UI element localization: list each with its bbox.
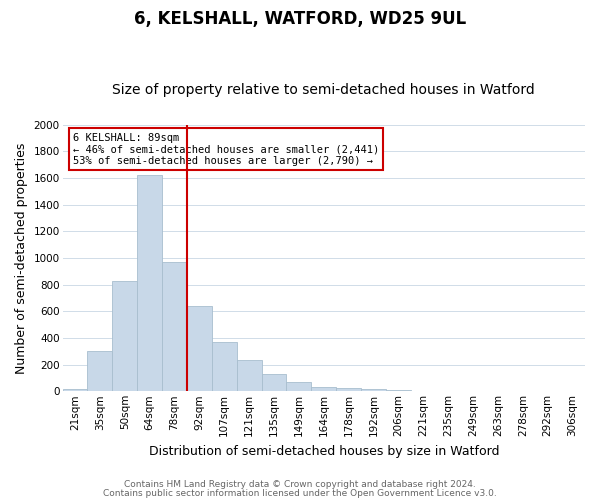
Text: Contains public sector information licensed under the Open Government Licence v3: Contains public sector information licen… — [103, 488, 497, 498]
Bar — [361, 388, 386, 392]
Bar — [112, 280, 137, 392]
Bar — [162, 262, 187, 392]
Bar — [187, 306, 212, 392]
Text: Contains HM Land Registry data © Crown copyright and database right 2024.: Contains HM Land Registry data © Crown c… — [124, 480, 476, 489]
Bar — [137, 175, 162, 392]
Bar — [237, 360, 262, 392]
Text: 6 KELSHALL: 89sqm
← 46% of semi-detached houses are smaller (2,441)
53% of semi-: 6 KELSHALL: 89sqm ← 46% of semi-detached… — [73, 132, 379, 166]
Bar — [311, 386, 336, 392]
Y-axis label: Number of semi-detached properties: Number of semi-detached properties — [15, 142, 28, 374]
Bar — [62, 388, 88, 392]
Title: Size of property relative to semi-detached houses in Watford: Size of property relative to semi-detach… — [112, 83, 535, 97]
Bar — [560, 390, 585, 392]
Bar — [88, 352, 112, 392]
Bar — [386, 390, 411, 392]
X-axis label: Distribution of semi-detached houses by size in Watford: Distribution of semi-detached houses by … — [149, 444, 499, 458]
Bar — [411, 390, 436, 392]
Text: 6, KELSHALL, WATFORD, WD25 9UL: 6, KELSHALL, WATFORD, WD25 9UL — [134, 10, 466, 28]
Bar — [286, 382, 311, 392]
Bar — [262, 374, 286, 392]
Bar — [212, 342, 237, 392]
Bar — [336, 388, 361, 392]
